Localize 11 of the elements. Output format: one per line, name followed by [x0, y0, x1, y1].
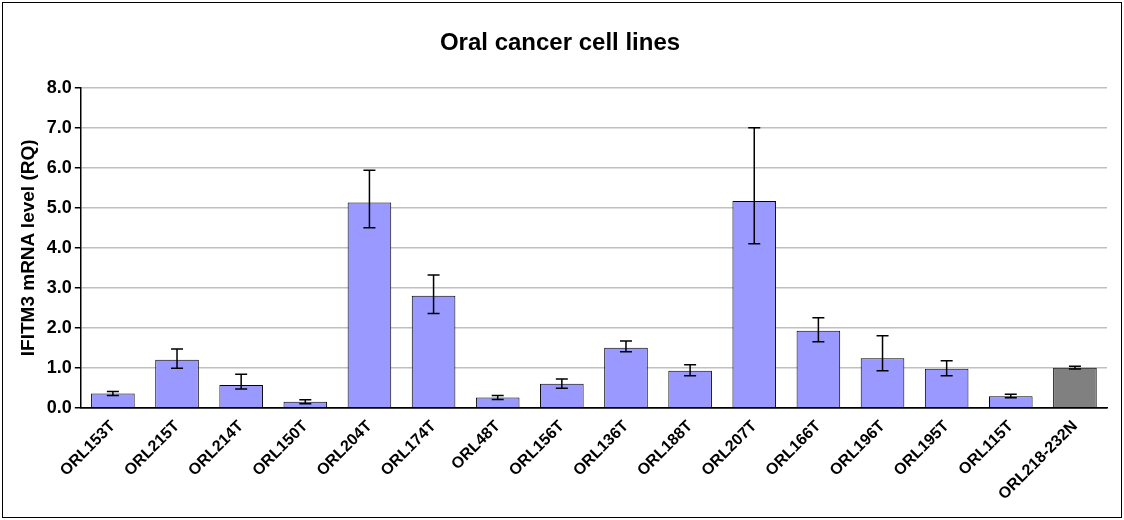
- y-tick-label: 5.0: [46, 196, 72, 217]
- chart-title: Oral cancer cell lines: [439, 28, 681, 56]
- y-tick-label: 6.0: [46, 156, 72, 177]
- y-tick-label: 1.0: [46, 356, 72, 377]
- y-tick-label: 0.0: [46, 396, 72, 417]
- y-tick-label: 3.0: [46, 276, 72, 297]
- y-tick-label: 8.0: [46, 76, 72, 97]
- y-tick-label: 7.0: [46, 116, 72, 137]
- y-tick-label: 2.0: [46, 316, 72, 337]
- y-axis-title: IFITM3 mRNA level (RQ): [16, 139, 38, 357]
- y-tick-label: 4.0: [46, 236, 72, 257]
